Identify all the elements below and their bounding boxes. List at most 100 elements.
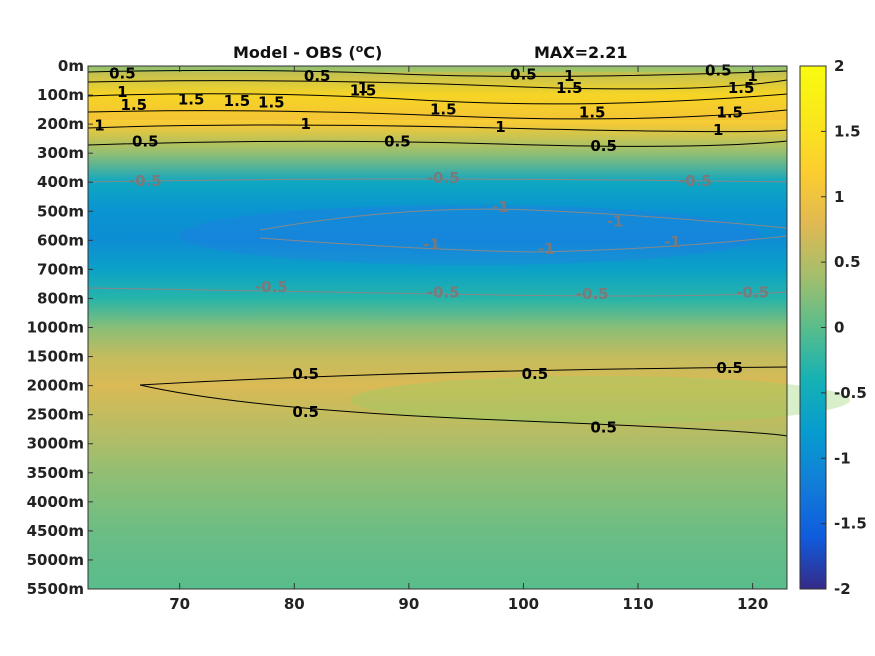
contour-label: 0.5 [304,67,331,85]
contour-label: 1 [117,83,127,101]
contour-label: 1 [747,67,757,85]
y-tick-label: 800m [37,289,84,307]
colorbar-tick-label: -2 [834,580,851,598]
contour-label: 0.5 [132,133,159,151]
contour-line [88,140,787,147]
contour-label: 1 [495,118,505,136]
contour-line [88,79,787,90]
contour-label: -0.5 [129,172,162,190]
contour-label: 1.5 [350,82,377,100]
contour-line [259,208,787,231]
y-tick-label: 300m [37,144,84,162]
y-axis: 0m 100m 200m 300m 400m 500m 600m 700m 800m 1000m 1… [27,57,93,598]
contour-label: -1 [664,233,681,251]
colorbar-tick-label: -1 [834,449,851,467]
colorbar-ticks: 2 1.5 1 0.5 0 -0.5 -1 -1.5 -2 [821,57,867,598]
y-tick-label: 2000m [27,377,84,395]
heatmap-field [88,66,787,589]
y-tick-label: 100m [37,86,84,104]
colorbar-tick-label: 1.5 [834,122,861,140]
contour-line [88,287,787,297]
title-degree-mark: o [356,42,364,55]
colorbar: 2 1.5 1 0.5 0 -0.5 -1 -1.5 -2 [799,57,867,598]
contour-label: 1 [358,79,368,97]
contour-label: 1.5 [178,90,205,108]
contour-line [259,235,787,253]
y-tick-label: 400m [37,173,84,191]
contour-label: 0.5 [292,365,319,383]
chart-title: Model - OBS (oC) [233,42,382,62]
colorbar-tick-label: -0.5 [834,384,867,402]
contour-line [139,366,787,386]
x-tick-label: 70 [169,595,190,613]
contour-line [139,384,787,437]
contour-label: 0.5 [590,419,617,437]
contour-label: -0.5 [679,172,712,190]
contour-label: 1.5 [430,101,457,119]
x-tick-label: 90 [398,595,419,613]
y-tick-label: 4500m [27,522,84,540]
contour-label: 0.5 [522,365,549,383]
contour-label: 0.5 [590,137,617,155]
contour-label: 1 [301,115,311,133]
contour-label: 1 [713,121,723,139]
x-axis: 70 80 90 100 110 120 [169,66,768,613]
x-tick-label: 80 [284,595,305,613]
y-tick-label: 0m [58,57,84,75]
y-tick-label: 3000m [27,435,84,453]
contour-label: -1 [423,236,440,254]
contour-label: 0.5 [109,64,136,82]
plot-area: 0.5 0.5 0.5 0.511 111.5 1.5 1.5 1.51.51.51.51.5… [88,61,850,589]
contour-label: 1.5 [258,93,285,111]
max-annotation: MAX=2.21 [534,43,628,62]
title-unit-suffix: C) [363,43,382,62]
contour-label: -1 [538,240,555,258]
colorbar-tick-label: 1 [834,188,844,206]
colorbar-tick-label: 0.5 [834,253,861,271]
contour-label: -0.5 [255,278,288,296]
contour-label: 1.5 [224,92,251,110]
y-tick-label: 700m [37,260,84,278]
y-tick-label: 5000m [27,551,84,569]
y-tick-label: 600m [37,231,84,249]
y-tick-label: 5500m [27,580,84,598]
contour-line [88,109,787,120]
contour-label: 1.5 [121,96,148,114]
contour-line [88,124,787,133]
y-tick-label: 2500m [27,406,84,424]
contour-label: 1 [564,67,574,85]
colorbar-tick-label: -1.5 [834,515,867,533]
contour-label: 1.5 [728,79,755,97]
contour-lines [88,69,787,437]
y-tick-label: 500m [37,202,84,220]
colorbar-tick-label: 2 [834,57,844,75]
contour-line [88,69,787,77]
x-tick-label: 100 [508,595,539,613]
deep-warm-tongue [350,376,850,424]
contour-label: 0.5 [510,66,537,84]
warm-core-band [88,72,787,120]
contour-label: 0.5 [292,403,319,421]
y-tick-label: 3500m [27,464,84,482]
contour-label: -1 [607,212,624,230]
x-tick-label: 110 [622,595,653,613]
contour-label: 1 [94,117,104,135]
contour-label: 0.5 [716,359,743,377]
contour-label: -1 [492,198,509,216]
x-tick-label: 120 [737,595,768,613]
contour-label: 1.5 [716,103,743,121]
contour-line [88,93,787,105]
contour-line [88,178,787,183]
contour-label: -0.5 [427,284,460,302]
contour-label: -0.5 [427,169,460,187]
y-tick-label: 4000m [27,493,84,511]
contour-label: 0.5 [705,61,732,79]
contour-label: 1.5 [556,79,583,97]
contour-label: -0.5 [576,285,609,303]
contour-label: 1.5 [579,103,606,121]
y-tick-label: 200m [37,115,84,133]
y-tick-label: 1500m [27,348,84,366]
y-tick-label: 1000m [27,319,84,337]
colorbar-tick-label: 0 [834,319,844,337]
